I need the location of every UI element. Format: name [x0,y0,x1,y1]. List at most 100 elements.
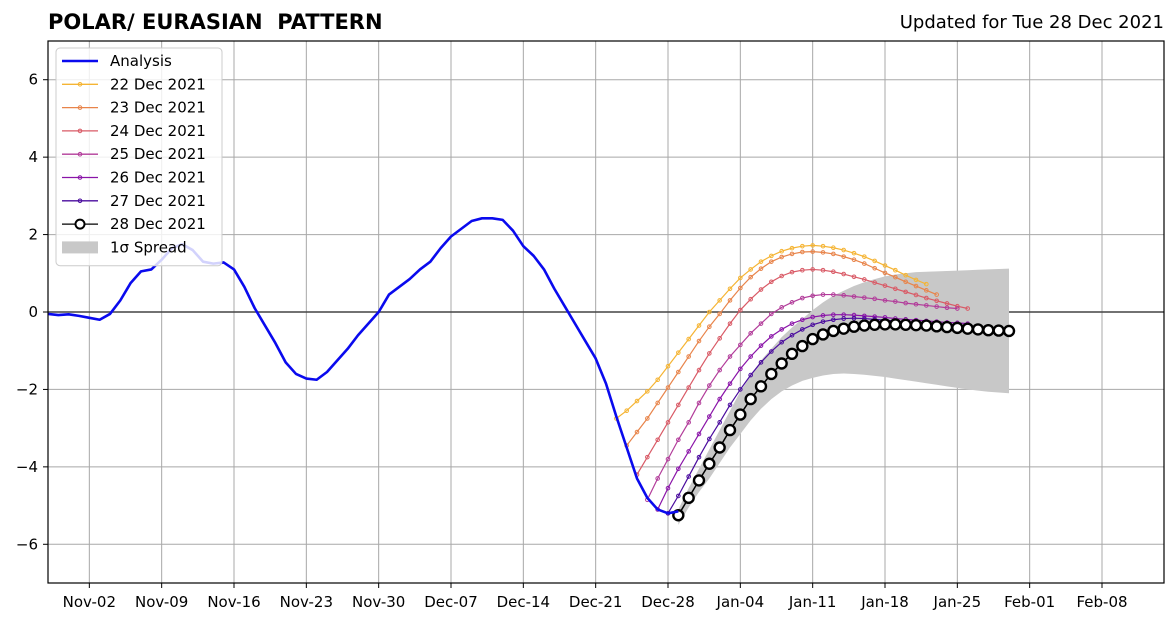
forecast-point [769,311,774,317]
forecast-point [676,466,681,472]
forecast-point [758,343,764,348]
forecast-point [665,456,671,462]
x-axis: Nov-02 Nov-09 Nov-16 Nov-23 Nov-30 Dec-07 Dec-… [63,583,1128,611]
y-tick-label: −4 [16,458,38,476]
forecast-point [831,245,836,251]
y-axis: −6 −4 −2 0 2 4 6 [16,71,48,553]
forecast-point [810,249,815,254]
forecast-point [789,332,795,338]
forecast-point [903,300,908,306]
forecast-point [831,269,836,275]
forecast-point [831,251,836,257]
forecast-point [686,336,691,342]
forecast-point [727,381,733,386]
x-tick-label: Feb-01 [1004,593,1055,611]
forecast-point [889,318,902,331]
forecast-point [748,267,753,272]
forecast-point [738,275,743,281]
forecast-point [738,307,743,313]
forecast-point [827,324,840,338]
x-tick-label: Jan-18 [860,593,909,611]
forecast-point [810,267,815,272]
forecast-point [665,485,671,491]
forecast-point [851,312,857,318]
forecast-point [810,314,815,320]
forecast-line [646,293,958,501]
y-tick-label: 0 [28,303,38,321]
forecast-point [727,354,733,359]
x-tick-label: Jan-11 [788,593,837,611]
forecast-point [744,392,757,406]
forecast-point [862,313,867,319]
forecast-point [779,273,784,279]
legend-marker [77,128,83,134]
forecast-point [847,320,861,333]
forecast-point [779,327,784,332]
forecast-point [769,349,774,354]
x-tick-label: Nov-23 [280,593,333,611]
forecast-point [707,324,712,330]
forecast-point [930,320,943,333]
forecast-point [831,312,836,318]
forecast-point [862,261,867,266]
forecast-point [789,321,795,326]
forecast-point [696,323,702,328]
forecast-point [696,367,702,373]
forecast-point [820,313,826,318]
y-tick-label: 6 [28,71,38,89]
forecast-point [696,338,702,344]
y-tick-label: −6 [16,535,38,553]
x-tick-label: Dec-07 [424,593,478,611]
forecast-point [727,321,733,326]
x-tick-label: Jan-04 [716,593,765,611]
forecast-point [769,253,774,259]
forecast-point [676,350,681,355]
forecast-point [851,315,857,321]
forecast-point [800,327,805,332]
forecast-point [841,271,846,277]
forecast-point [789,300,795,305]
forecast-point [645,454,650,460]
forecast-point [676,369,681,375]
forecast-point [723,423,737,437]
forecast-point [837,322,850,335]
forecast-point [893,286,898,292]
forecast-point [800,243,805,249]
forecast-line [636,268,968,475]
x-tick-label: Feb-08 [1076,593,1127,611]
forecast-point [851,250,857,256]
forecast-point [738,285,743,291]
forecast-series [645,292,960,503]
forecast-point [903,272,908,278]
x-tick-label: Nov-30 [352,593,405,611]
forecast-point [872,265,877,271]
forecast-point [796,339,809,353]
forecast-series [624,249,939,448]
forecast-point [707,436,712,442]
forecast-point [924,288,929,293]
forecast-line [626,251,937,446]
forecast-point [707,414,712,419]
forecast-point [707,351,712,356]
forecast-point [707,309,712,315]
forecast-point [696,431,702,437]
forecast-point [951,321,964,335]
x-tick-label: Jan-25 [933,593,982,611]
forecast-point [851,257,857,263]
forecast-point [955,306,960,311]
forecast-point [748,274,753,280]
forecast-point [971,323,985,336]
legend-label: 1σ Spread [110,238,187,256]
forecast-point [769,334,774,339]
forecast-point [913,292,919,298]
forecast-point [992,324,1005,337]
series-lines [48,217,1016,522]
forecast-point [862,295,867,300]
forecast-point [748,372,753,378]
legend-label: 26 Dec 2021 [110,169,206,187]
legend-label: 22 Dec 2021 [110,75,206,93]
forecast-point [758,287,764,292]
forecast-point [841,293,846,298]
legend-box [55,47,223,267]
forecast-point [858,319,871,332]
